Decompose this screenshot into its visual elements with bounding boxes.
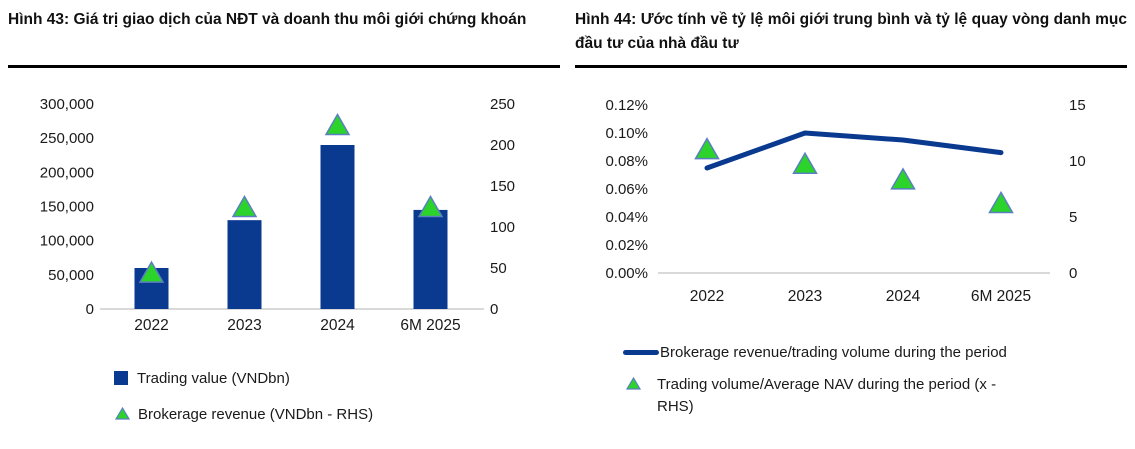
figure-44: Hình 44: Ước tính về tỷ lệ môi giới trun… xyxy=(575,8,1127,426)
figure-43-chart-canvas: 0 50,000 100,000 150,000 200,000 250,000 300,0… xyxy=(40,96,515,334)
svg-text:2024: 2024 xyxy=(886,288,921,305)
figure-44-title: Hình 44: Ước tính về tỷ lệ môi giới trun… xyxy=(575,8,1127,69)
svg-text:15: 15 xyxy=(1069,97,1086,114)
svg-text:0.08%: 0.08% xyxy=(605,153,648,170)
legend-label-trading-value: Trading value (VNDbn) xyxy=(137,370,290,387)
svg-text:200: 200 xyxy=(490,137,515,154)
svg-text:150,000: 150,000 xyxy=(40,199,94,216)
svg-text:2024: 2024 xyxy=(320,317,355,334)
svg-text:5: 5 xyxy=(1069,209,1077,226)
svg-text:100,000: 100,000 xyxy=(40,233,94,250)
svg-text:150: 150 xyxy=(490,178,515,195)
svg-text:0: 0 xyxy=(86,301,94,318)
svg-text:2022: 2022 xyxy=(690,288,724,305)
svg-text:0: 0 xyxy=(1069,265,1077,282)
triangle-marker-icon xyxy=(115,406,130,420)
svg-text:200,000: 200,000 xyxy=(40,164,94,181)
svg-text:0.12%: 0.12% xyxy=(605,97,648,114)
figure-43-legend: Trading value (VNDbn) Brokerage revenue … xyxy=(114,368,560,426)
legend-item-brokerage-ratio: Brokerage revenue/trading volume during … xyxy=(623,342,1127,364)
legend-label-brokerage-ratio: Brokerage revenue/trading volume during … xyxy=(660,344,1007,362)
svg-text:0.04%: 0.04% xyxy=(605,209,648,226)
figure-44-chart-canvas: 0.00% 0.02% 0.04% 0.06% 0.08% 0.10% 0.12% 0 5 10 1… xyxy=(605,97,1086,305)
figure-43-title: Hình 43: Giá trị giao dịch của NĐT và do… xyxy=(8,8,560,68)
svg-text:2022: 2022 xyxy=(134,317,168,334)
svg-text:0: 0 xyxy=(490,301,498,318)
line-series-marker-icon xyxy=(623,350,659,356)
svg-text:300,000: 300,000 xyxy=(40,96,94,113)
svg-text:0.00%: 0.00% xyxy=(605,265,648,282)
svg-text:50,000: 50,000 xyxy=(48,267,94,284)
svg-text:2023: 2023 xyxy=(788,288,822,305)
svg-text:10: 10 xyxy=(1069,153,1086,170)
legend-label-turnover-ratio: Trading volume/Average NAV during the pe… xyxy=(657,375,997,415)
legend-item-trading-value: Trading value (VNDbn) xyxy=(114,368,560,390)
svg-text:0.02%: 0.02% xyxy=(605,237,648,254)
figure-43: Hình 43: Giá trị giao dịch của NĐT và do… xyxy=(8,8,560,426)
figures-row: Hình 43: Giá trị giao dịch của NĐT và do… xyxy=(8,8,1127,426)
svg-text:6M 2025: 6M 2025 xyxy=(971,288,1031,305)
legend-item-turnover-ratio: Trading volume/Average NAV during the pe… xyxy=(623,374,1127,418)
svg-text:250: 250 xyxy=(490,96,515,113)
svg-text:50: 50 xyxy=(490,260,507,277)
svg-text:2023: 2023 xyxy=(227,317,261,334)
triangle-marker-icon xyxy=(626,376,641,390)
bar-series-marker-icon xyxy=(114,371,128,385)
svg-text:100: 100 xyxy=(490,219,515,236)
figure-44-legend: Brokerage revenue/trading volume during … xyxy=(623,342,1127,417)
svg-text:0.10%: 0.10% xyxy=(605,125,648,142)
svg-text:0.06%: 0.06% xyxy=(605,181,648,198)
legend-label-brokerage-revenue: Brokerage revenue (VNDbn - RHS) xyxy=(138,405,374,423)
svg-text:250,000: 250,000 xyxy=(40,130,94,147)
svg-text:6M 2025: 6M 2025 xyxy=(400,317,460,334)
legend-item-brokerage-revenue: Brokerage revenue (VNDbn - RHS) xyxy=(114,404,560,426)
